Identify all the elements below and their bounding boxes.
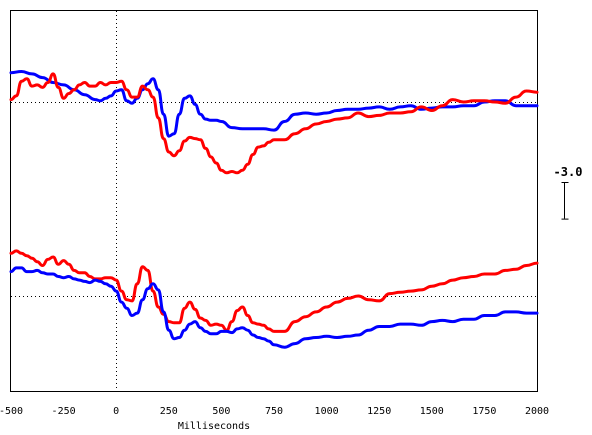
x-tick-label: -500 — [0, 406, 23, 417]
x-tick-label: 0 — [113, 406, 119, 417]
x-tick-label: 1000 — [315, 406, 339, 417]
x-tick-label: 2000 — [525, 406, 549, 417]
x-axis-label: Milliseconds — [178, 421, 250, 432]
x-tick-label: 1250 — [367, 406, 391, 417]
waveform-panel-2-series-2 — [9, 266, 539, 349]
series-layer — [9, 70, 539, 349]
x-tick-label: 750 — [265, 406, 283, 417]
scale-bar: -3.0 — [554, 165, 583, 220]
x-tick-label: 1750 — [472, 406, 496, 417]
scale-bar-label: -3.0 — [554, 165, 583, 179]
x-tick-label: 250 — [160, 406, 178, 417]
waveform-panel-2-series-1 — [9, 249, 539, 333]
x-tick-label: 1500 — [420, 406, 444, 417]
x-tick-labels: -500 -250 0 250 500 750 1000 1250 1500 1750 2000 — [0, 406, 549, 417]
waveform-panel-1-series-2 — [9, 72, 539, 175]
x-tick-label: 500 — [212, 406, 230, 417]
waveform-panel-1-series-1 — [9, 70, 539, 138]
x-tick-label: -250 — [52, 406, 76, 417]
plot-frame — [10, 10, 538, 392]
